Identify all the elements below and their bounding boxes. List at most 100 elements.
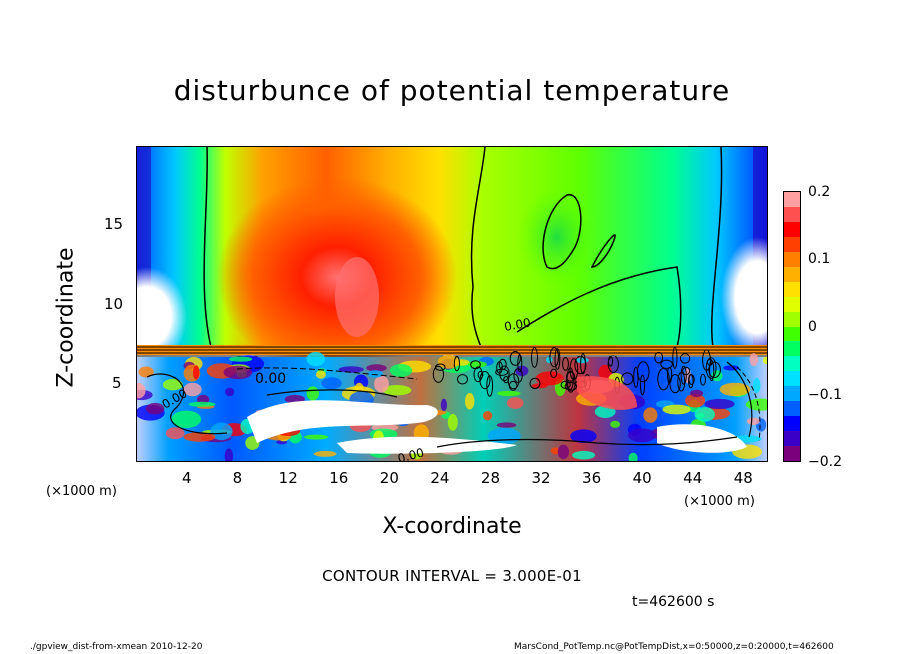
contour-loop	[679, 353, 691, 364]
contour-loop	[700, 373, 706, 386]
eddy-blob	[315, 370, 326, 379]
eddy-blob	[447, 413, 458, 431]
contour-loop	[682, 366, 691, 376]
eddy-blob	[138, 366, 154, 378]
colorbar-swatch	[784, 431, 800, 447]
eddy-blob	[374, 375, 389, 393]
contour-loop	[562, 357, 569, 371]
right-white-pocket	[721, 237, 767, 357]
eddy-blob	[210, 422, 233, 441]
heatmap-canvas: 0.00 0.00 0.00 0.00	[137, 147, 767, 461]
eddy-blob	[762, 356, 767, 364]
colorbar-swatch	[784, 446, 800, 462]
contour-loop	[554, 348, 561, 370]
eddy-blob	[137, 382, 146, 399]
eddy-blob	[229, 356, 253, 362]
x-unit-right: (×1000 m)	[684, 494, 755, 509]
eddy-blob	[306, 386, 319, 401]
eddy-blob	[627, 428, 657, 443]
eddy-blob	[367, 370, 384, 378]
eddy-blob	[465, 392, 475, 410]
eddy-blob	[610, 420, 620, 428]
contour-line	[470, 147, 486, 348]
contour-line	[542, 194, 582, 270]
eddy-blob	[321, 377, 342, 390]
eddy-blob	[572, 450, 596, 460]
eddy-blob	[467, 361, 487, 368]
eddy-blob	[225, 387, 235, 397]
colorbar-tick: 0	[808, 319, 817, 335]
eddy-blob	[570, 429, 597, 444]
eddy-blob	[482, 411, 493, 421]
contour-line	[266, 389, 398, 398]
eddy-blob	[662, 404, 691, 415]
contour-loop	[680, 365, 687, 385]
y-tick-label: 10	[104, 295, 124, 313]
contour-loop	[496, 361, 503, 374]
cool-anomaly	[517, 187, 597, 287]
colorbar-swatch	[784, 341, 800, 357]
eddy-blob	[165, 427, 185, 440]
contour-loop	[657, 368, 670, 391]
contour-loop	[654, 351, 664, 364]
contour-loop	[529, 377, 541, 389]
chart-title: disturbunce of potential temperature	[173, 74, 731, 107]
eddy-blob	[550, 447, 560, 455]
colorbar-swatch	[784, 371, 800, 387]
colorbar-swatch	[784, 401, 800, 417]
y-tick-label: 5	[112, 374, 122, 392]
x-tick-label: 20	[379, 469, 399, 487]
colorbar-swatch	[784, 416, 800, 432]
contour-loop	[432, 365, 444, 383]
contour-line	[146, 373, 228, 435]
colorbar-swatch	[784, 251, 800, 268]
colorbar-tick: −0.1	[808, 387, 842, 403]
colorbar-swatch	[784, 296, 800, 313]
x-tick-label: 8	[232, 469, 243, 487]
contour-line	[726, 361, 753, 438]
x-tick-label: 16	[329, 469, 349, 487]
colorbar-swatch	[784, 281, 800, 298]
contour-loop	[457, 374, 468, 385]
contour-line	[711, 147, 723, 348]
contour-loop	[517, 354, 523, 373]
eddy-blob	[183, 382, 202, 397]
contour-loop	[453, 356, 460, 372]
contour-loop	[549, 347, 560, 368]
eddy-blob	[487, 427, 521, 445]
footer-left: ./gpview_dist-from-xmean 2010-12-20	[30, 642, 203, 652]
warm-eddy	[577, 376, 637, 410]
contour-loop	[477, 370, 484, 379]
x-axis-label: X-coordinate	[382, 514, 522, 539]
colorbar-swatch	[784, 236, 800, 253]
contour-loop	[688, 374, 695, 386]
contour-loop	[688, 373, 694, 389]
contour-interval-text: CONTOUR INTERVAL = 3.000E-01	[322, 567, 582, 585]
contour-loop	[509, 351, 521, 366]
contour-line	[236, 367, 418, 380]
x-tick-label: 24	[430, 469, 450, 487]
eddy-blob	[224, 448, 233, 461]
contour-loop	[550, 368, 558, 379]
eddy-blob	[382, 385, 412, 396]
contour-line	[590, 234, 616, 268]
x-tick-label: 48	[733, 469, 753, 487]
colorbar	[783, 191, 801, 462]
eddy-blob	[162, 379, 183, 391]
eddy-blob	[557, 444, 569, 460]
contour-line	[736, 366, 761, 442]
contour-loop	[636, 361, 650, 383]
contour-loop	[621, 372, 634, 385]
colorbar-tick: −0.2	[808, 454, 842, 470]
eddy-blob	[752, 378, 761, 393]
colorbar-swatch	[784, 192, 800, 208]
colorbar-tick: 0.2	[808, 184, 831, 200]
x-tick-label: 12	[278, 469, 298, 487]
eddy-blob	[690, 389, 704, 398]
colorbar-swatch	[784, 266, 800, 283]
y-tick-label: 15	[104, 215, 124, 233]
eddy-blob	[576, 357, 589, 364]
colorbar-swatch	[784, 326, 800, 342]
contour-line	[516, 266, 682, 348]
eddy-blob	[497, 390, 521, 397]
